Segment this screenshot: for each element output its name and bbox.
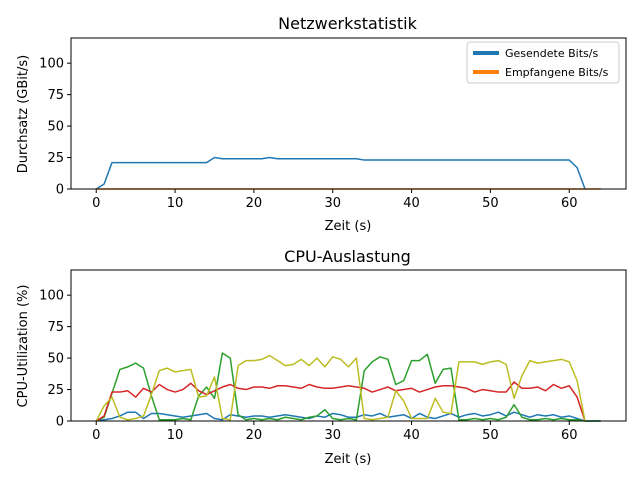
cpu-series-line-3 xyxy=(95,354,586,422)
network-x-tick-label: 40 xyxy=(403,196,420,211)
cpu-plot-area: 0 10 20 30 40 50 60 0 25 50 75 100 xyxy=(39,289,601,443)
cpu-chart: CPU-Auslastung 0 10 20 30 40 50 60 0 25 50 75 100 Z… xyxy=(16,247,627,467)
cpu-y-tick-label: 75 xyxy=(47,320,64,335)
cpu-series-line-0 xyxy=(96,411,601,422)
network-x-tick-label: 0 xyxy=(92,196,100,211)
cpu-y-axis-label: CPU-Utilization (%) xyxy=(16,285,31,408)
network-y-axis-label: Durchsatz (GBit/s) xyxy=(16,55,31,174)
cpu-x-tick-label: 0 xyxy=(92,428,100,443)
network-y-tick-label: 0 xyxy=(56,183,64,198)
network-y-tick-label: 25 xyxy=(47,151,64,166)
cpu-x-tick-label: 30 xyxy=(324,428,341,443)
network-x-axis-label: Zeit (s) xyxy=(325,219,372,234)
network-plot-area: 0 10 20 30 40 50 60 0 25 50 75 100 xyxy=(39,57,601,211)
network-plot-frame xyxy=(70,37,627,190)
network-chart-title: Netzwerkstatistik xyxy=(278,14,417,33)
network-legend: Gesendete Bits/s Empfangene Bits/s xyxy=(466,41,620,84)
cpu-x-tick-label: 20 xyxy=(246,428,263,443)
network-x-tick-label: 60 xyxy=(561,196,578,211)
legend-label-sent: Gesendete Bits/s xyxy=(505,47,598,60)
network-x-tick-label: 50 xyxy=(482,196,499,211)
cpu-x-tick-label: 10 xyxy=(167,428,184,443)
cpu-y-tick-label: 25 xyxy=(47,383,64,398)
network-series-line-0 xyxy=(95,156,586,190)
network-x-tick-label: 10 xyxy=(167,196,184,211)
cpu-x-tick-label: 60 xyxy=(561,428,578,443)
cpu-chart-title: CPU-Auslastung xyxy=(284,247,411,266)
network-x-tick-label: 30 xyxy=(324,196,341,211)
cpu-x-axis-label: Zeit (s) xyxy=(325,452,372,467)
legend-label-received: Empfangene Bits/s xyxy=(505,66,609,79)
network-y-tick-label: 100 xyxy=(39,57,64,72)
cpu-y-tick-label: 50 xyxy=(47,352,64,367)
network-x-tick-label: 20 xyxy=(246,196,263,211)
cpu-y-tick-label: 100 xyxy=(39,289,64,304)
cpu-plot-frame xyxy=(70,269,627,422)
cpu-x-tick-label: 50 xyxy=(482,428,499,443)
network-y-tick-label: 50 xyxy=(47,120,64,135)
network-chart: Netzwerkstatistik 0 10 20 30 40 50 60 0 25 50 75 10… xyxy=(16,14,627,234)
cpu-series-line-2 xyxy=(95,381,586,422)
cpu-x-tick-label: 40 xyxy=(403,428,420,443)
cpu-y-tick-label: 0 xyxy=(56,415,64,430)
network-y-tick-label: 75 xyxy=(47,88,64,103)
cpu-series-line-1 xyxy=(95,352,601,422)
legend-box xyxy=(466,41,620,84)
